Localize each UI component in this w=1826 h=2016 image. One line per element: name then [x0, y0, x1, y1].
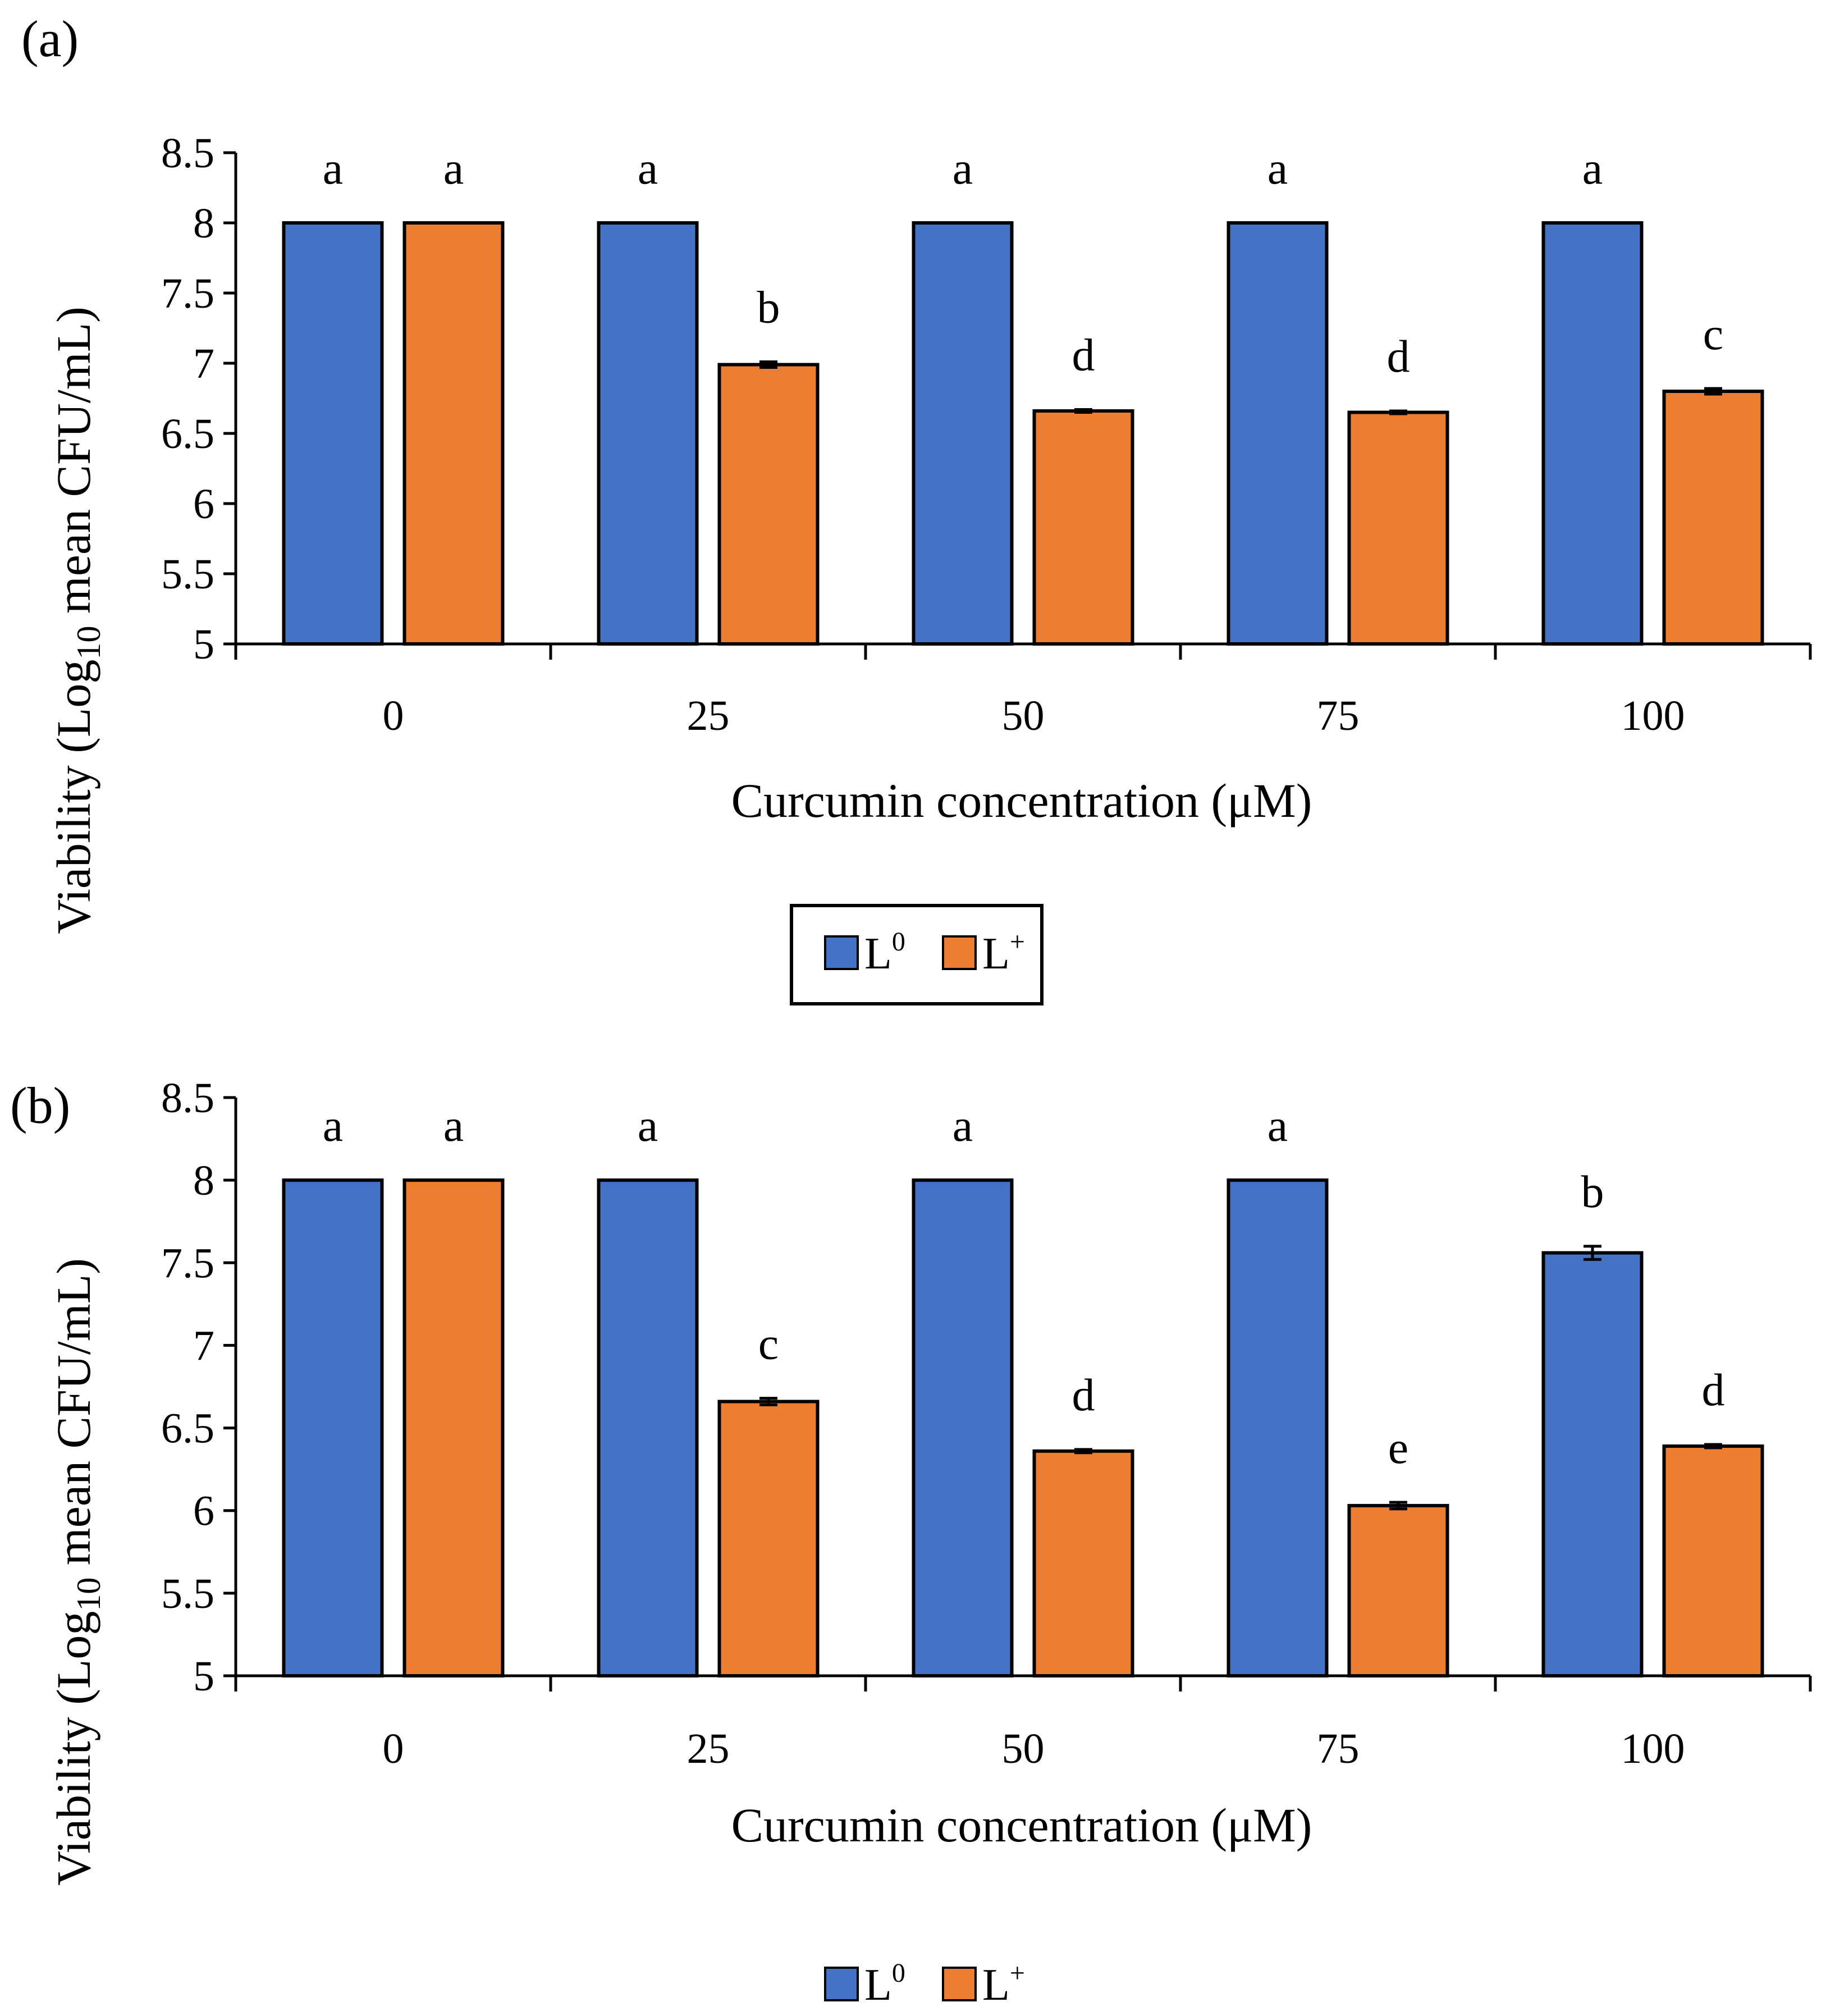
y-axis-ticks: 5 5.5 6 6.5 7 7.5 8 8.5: [161, 1075, 214, 1700]
axes: [223, 1096, 1812, 1692]
significance-label: d: [1387, 331, 1410, 382]
significance-label: a: [1267, 143, 1288, 194]
y-tick-label: 7.5: [161, 270, 214, 317]
significance-label: a: [323, 1100, 343, 1151]
y-tick-label: 6: [193, 1488, 214, 1535]
x-tick-label: 50: [1002, 692, 1045, 739]
y-tick-label: 7.5: [161, 1240, 214, 1287]
y-tick-label: 8.5: [161, 130, 214, 177]
bar-l0: [282, 1178, 384, 1677]
y-tick-label: 5.5: [161, 551, 214, 598]
significance-label: d: [1072, 1369, 1095, 1420]
bar-lplus: [1662, 1444, 1764, 1677]
y-tick-label: 8.5: [161, 1075, 214, 1122]
significance-label: c: [758, 1318, 779, 1369]
x-axis-ticks: 0 25 50 75 100: [383, 692, 1685, 739]
legend-swatch-lplus: [942, 1967, 977, 2001]
legend-label-lplus: L+: [982, 1958, 1025, 2010]
chart-panel-b: (b) 5 5.5 6 6.5 7 7.5 8 8.5 a a a a b a c d e d 0 25 50 75 1…: [10, 1075, 1812, 2010]
legend-swatch-l0: [824, 1967, 859, 2001]
bar-lplus: [1347, 410, 1449, 646]
legend-swatch-lplus: [942, 935, 977, 970]
x-tick-label: 100: [1621, 1725, 1685, 1772]
bar-l0: [1227, 1178, 1329, 1677]
bar-l0: [1541, 1251, 1644, 1678]
bar-l0: [912, 221, 1014, 646]
significance-label: c: [1703, 308, 1723, 359]
y-axis-ticks: 5 5.5 6 6.5 7 7.5 8 8.5: [161, 130, 214, 668]
y-tick-label: 5: [193, 1653, 214, 1700]
bar-lplus: [1032, 1449, 1134, 1678]
x-tick-label: 100: [1621, 692, 1685, 739]
y-tick-label: 8: [193, 200, 214, 247]
legend-label-lplus: L+: [982, 927, 1025, 979]
significance-label: a: [443, 1100, 464, 1151]
bars: a a a a b a c d e d: [282, 1100, 1764, 1678]
significance-label: a: [443, 143, 464, 194]
panel-label: (b): [10, 1077, 70, 1134]
x-axis-title: Curcumin concentration (μM): [731, 1798, 1312, 1852]
legend-swatch-l0: [824, 935, 859, 970]
x-axis-title: Curcumin concentration (μM): [731, 774, 1312, 828]
x-tick-label: 0: [383, 1725, 404, 1772]
y-axis-title: Viability (Log10 mean CFU/mL): [47, 1258, 107, 1886]
bars: a a a a a a b d d c: [282, 143, 1764, 646]
significance-label: a: [638, 1100, 658, 1151]
bar-l0: [1227, 221, 1329, 646]
bar-l0: [912, 1178, 1014, 1677]
significance-label: b: [757, 282, 780, 333]
bar-lplus: [1347, 1503, 1449, 1678]
y-axis-title: Viability (Log10 mean CFU/mL): [47, 307, 107, 934]
bar-l0: [597, 221, 699, 646]
x-tick-label: 50: [1002, 1725, 1045, 1772]
significance-label: d: [1072, 330, 1095, 381]
axes: [223, 151, 1812, 660]
y-tick-label: 7: [193, 1322, 214, 1369]
bar-lplus: [1032, 409, 1134, 646]
y-tick-label: 6.5: [161, 410, 214, 458]
bar-lplus: [1662, 390, 1764, 646]
y-tick-label: 7: [193, 340, 214, 387]
bar-lplus: [402, 221, 505, 646]
chart-panel-a: (a) 5 5.5 6 6.5 7 7.5 8 8.5 a a a a a a b d d c 0 25 50 75 1…: [21, 10, 1812, 1005]
bar-lplus: [717, 363, 820, 646]
significance-label: a: [638, 143, 658, 194]
y-tick-label: 8: [193, 1157, 214, 1204]
x-tick-label: 0: [383, 692, 404, 739]
bar-l0: [597, 1178, 699, 1677]
x-tick-label: 75: [1317, 692, 1360, 739]
significance-label: a: [1582, 143, 1603, 194]
bar-l0: [1541, 221, 1644, 646]
y-tick-label: 6.5: [161, 1405, 214, 1452]
significance-label: a: [953, 143, 973, 194]
legend-frame: [790, 904, 1044, 1005]
y-tick-label: 5: [193, 621, 214, 668]
significance-label: a: [323, 143, 343, 194]
legend: L0 L+: [790, 904, 1044, 1005]
x-tick-label: 25: [687, 692, 730, 739]
panel-label: (a): [21, 10, 79, 67]
bar-l0: [282, 221, 384, 646]
significance-label: e: [1388, 1422, 1408, 1473]
x-tick-label: 75: [1317, 1725, 1360, 1772]
x-tick-label: 25: [687, 1725, 730, 1772]
legend-label-l0: L0: [864, 1958, 905, 2010]
y-tick-label: 6: [193, 481, 214, 528]
y-tick-label: 5.5: [161, 1570, 214, 1617]
significance-label: a: [953, 1100, 973, 1151]
significance-label: d: [1702, 1364, 1725, 1415]
significance-label: a: [1267, 1100, 1288, 1151]
bar-lplus: [402, 1178, 505, 1677]
legend-label-l0: L0: [864, 927, 905, 979]
x-axis-ticks: 0 25 50 75 100: [383, 1725, 1685, 1772]
bar-lplus: [717, 1400, 820, 1677]
legend: L0 L+: [824, 1958, 1025, 2010]
significance-label: b: [1581, 1166, 1604, 1217]
